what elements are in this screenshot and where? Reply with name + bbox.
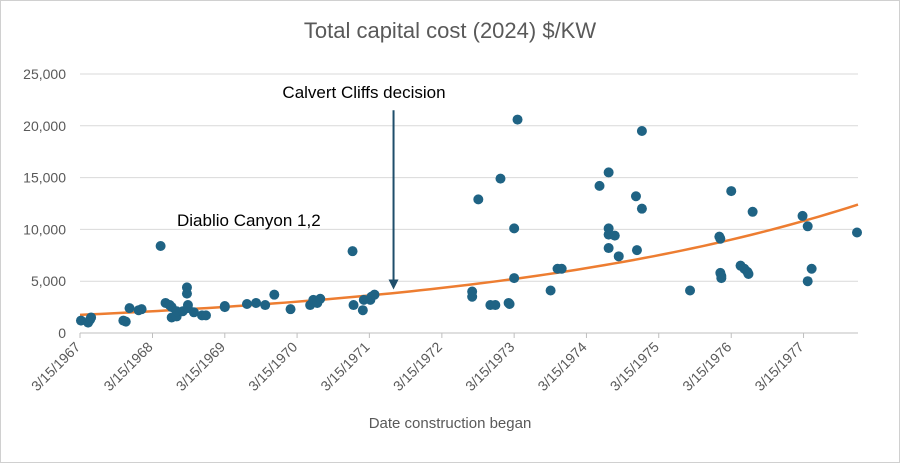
- data-point: [136, 304, 147, 315]
- data-point: [685, 285, 696, 296]
- x-tick-label: 3/15/1976: [679, 338, 735, 394]
- data-point: [852, 227, 863, 238]
- data-point: [797, 210, 808, 221]
- x-tick-label: 3/15/1970: [245, 338, 301, 394]
- data-point: [200, 310, 211, 321]
- y-tick-label: 5,000: [31, 273, 66, 289]
- data-point: [181, 288, 192, 299]
- data-point: [155, 240, 166, 251]
- data-point: [495, 173, 506, 184]
- data-points: [75, 114, 863, 328]
- data-point: [473, 194, 484, 205]
- data-point: [630, 191, 641, 202]
- data-point: [490, 300, 501, 311]
- data-point: [348, 300, 359, 311]
- data-point: [315, 293, 326, 304]
- data-point: [509, 273, 520, 284]
- data-point: [86, 312, 97, 323]
- calvert-cliffs-label: Calvert Cliffs decision: [282, 83, 445, 102]
- data-point: [357, 305, 368, 316]
- x-tick-label: 3/15/1969: [173, 338, 229, 394]
- trendline-group: [79, 203, 859, 317]
- data-point: [609, 230, 620, 241]
- y-tick-label: 25,000: [23, 66, 66, 82]
- data-point: [613, 251, 624, 262]
- data-point: [467, 291, 478, 302]
- x-tick-label: 3/15/1967: [28, 338, 84, 394]
- calvert-cliffs-arrow: [388, 110, 399, 290]
- data-point: [260, 300, 271, 311]
- y-tick-label: 10,000: [23, 221, 66, 237]
- data-point: [806, 263, 817, 274]
- y-tick-label: 0: [58, 325, 66, 341]
- x-tick-label: 3/15/1975: [607, 338, 663, 394]
- data-point: [285, 304, 296, 315]
- x-tick-label: 3/15/1968: [100, 338, 156, 394]
- data-point: [556, 263, 567, 274]
- data-point: [594, 180, 605, 191]
- data-point: [251, 297, 262, 308]
- data-point: [743, 268, 754, 279]
- data-point: [347, 246, 358, 257]
- x-axis-tick-labels: 3/15/1967 3/15/1968 3/15/1969 3/15/1970 3/15…: [28, 338, 807, 394]
- x-axis: [79, 332, 858, 338]
- data-point: [802, 276, 813, 287]
- data-point: [509, 223, 520, 234]
- data-point: [802, 221, 813, 232]
- y-tick-label: 15,000: [23, 170, 66, 186]
- data-point: [124, 303, 135, 314]
- y-axis-tick-labels: 0 5,000 10,000 15,000 20,000 25,000: [23, 66, 66, 341]
- data-point: [631, 245, 642, 256]
- data-point: [726, 186, 737, 197]
- diablo-canyon-label: Diablio Canyon 1,2: [177, 211, 321, 230]
- data-point: [747, 206, 758, 217]
- data-point: [269, 289, 280, 300]
- y-tick-label: 20,000: [23, 118, 66, 134]
- data-point: [715, 233, 726, 244]
- x-tick-label: 3/15/1974: [534, 338, 590, 394]
- data-point: [636, 203, 647, 214]
- arrow-head: [388, 279, 399, 290]
- gridlines: [80, 73, 858, 282]
- chart-title: Total capital cost (2024) $/KW: [304, 18, 596, 43]
- data-point: [120, 316, 131, 327]
- data-point: [603, 167, 614, 178]
- trendline: [79, 203, 859, 317]
- data-point: [241, 298, 252, 309]
- x-tick-label: 3/15/1972: [390, 338, 446, 394]
- data-point: [545, 285, 556, 296]
- x-axis-label: Date construction began: [369, 415, 532, 432]
- calvert-cliffs-annotation: Calvert Cliffs decision: [282, 83, 446, 290]
- data-point: [504, 298, 515, 309]
- data-point: [636, 125, 647, 136]
- data-point: [219, 302, 230, 313]
- data-point: [369, 289, 380, 300]
- data-point: [512, 114, 523, 125]
- x-tick-label: 3/15/1977: [751, 338, 807, 394]
- data-point: [716, 273, 727, 284]
- data-point: [603, 243, 614, 254]
- x-tick-label: 3/15/1973: [462, 338, 518, 394]
- x-tick-label: 3/15/1971: [317, 338, 373, 394]
- data-point: [188, 307, 199, 318]
